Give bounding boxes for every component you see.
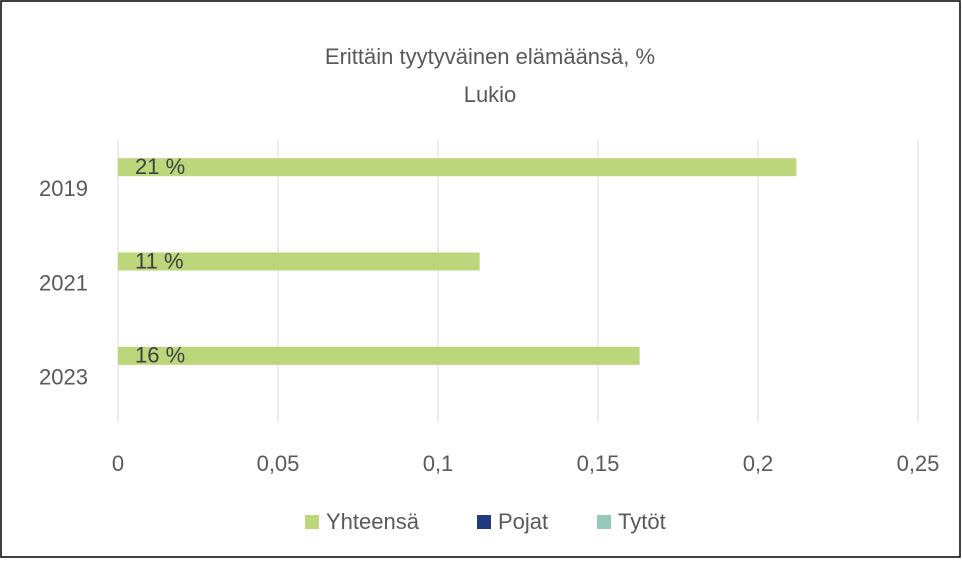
- legend-swatch: [597, 515, 611, 529]
- bar: [118, 346, 640, 365]
- legend-label: Tytöt: [618, 509, 666, 534]
- bar: [118, 158, 797, 177]
- chart-title: Erittäin tyytyväinen elämäänsä, %: [325, 44, 655, 69]
- x-tick-label: 0: [112, 451, 124, 476]
- data-label: 21 %: [135, 154, 185, 179]
- y-tick-label: 2023: [39, 365, 88, 390]
- legend-label: Yhteensä: [326, 509, 420, 534]
- data-label: 16 %: [135, 343, 185, 368]
- bar: [118, 252, 480, 271]
- x-tick-label: 0,1: [423, 451, 454, 476]
- y-tick-label: 2019: [39, 176, 88, 201]
- x-tick-label: 0,25: [897, 451, 940, 476]
- legend-swatch: [305, 515, 319, 529]
- y-tick-label: 2021: [39, 270, 88, 295]
- data-label: 11 %: [135, 248, 184, 273]
- legend-swatch: [477, 515, 491, 529]
- x-tick-label: 0,2: [743, 451, 774, 476]
- x-tick-label: 0,15: [577, 451, 620, 476]
- chart-subtitle: Lukio: [464, 82, 517, 107]
- x-tick-label: 0,05: [257, 451, 300, 476]
- legend-label: Pojat: [498, 509, 548, 534]
